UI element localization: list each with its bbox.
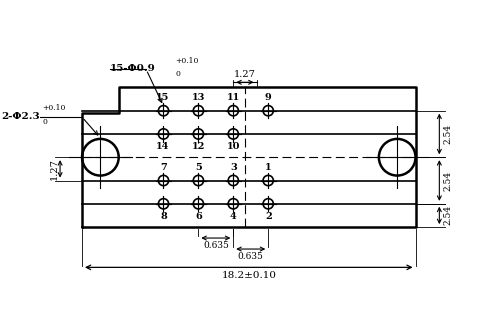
Text: 1.27: 1.27 bbox=[234, 70, 256, 79]
Text: 18.2±0.10: 18.2±0.10 bbox=[221, 271, 276, 280]
Text: 5: 5 bbox=[195, 163, 202, 172]
Text: 8: 8 bbox=[160, 212, 167, 221]
Text: 0: 0 bbox=[43, 118, 48, 126]
Text: 9: 9 bbox=[265, 93, 272, 103]
Text: 7: 7 bbox=[160, 163, 167, 172]
Text: 0.635: 0.635 bbox=[238, 252, 264, 261]
Text: 12: 12 bbox=[192, 142, 205, 151]
Text: 15: 15 bbox=[156, 93, 169, 103]
Text: 2: 2 bbox=[265, 212, 272, 221]
Text: 0: 0 bbox=[176, 70, 180, 78]
Text: 4: 4 bbox=[230, 212, 237, 221]
Text: 2.54: 2.54 bbox=[444, 205, 453, 225]
Text: 2-Φ2.3: 2-Φ2.3 bbox=[1, 112, 40, 121]
Text: 13: 13 bbox=[192, 93, 205, 103]
Text: 6: 6 bbox=[195, 212, 202, 221]
Text: 14: 14 bbox=[156, 142, 169, 151]
Text: +0.10: +0.10 bbox=[176, 57, 199, 65]
Text: +0.10: +0.10 bbox=[43, 104, 66, 112]
Text: 2.54: 2.54 bbox=[444, 124, 453, 144]
Text: 3: 3 bbox=[230, 163, 237, 172]
Text: 1.27: 1.27 bbox=[50, 158, 59, 180]
Text: 0.635: 0.635 bbox=[203, 241, 229, 250]
Text: 10: 10 bbox=[227, 142, 240, 151]
Text: 1: 1 bbox=[265, 163, 272, 172]
Text: 15-Φ0.9: 15-Φ0.9 bbox=[109, 64, 155, 73]
Text: 2.54: 2.54 bbox=[444, 171, 453, 191]
Text: 11: 11 bbox=[227, 93, 240, 103]
